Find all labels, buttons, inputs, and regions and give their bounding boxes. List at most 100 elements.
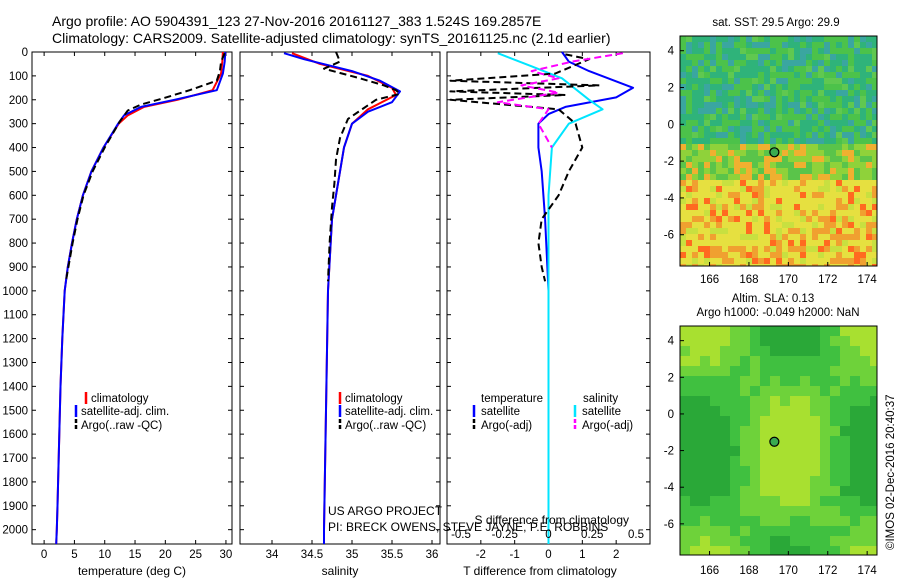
map-pixel xyxy=(722,240,728,246)
map-pixel xyxy=(728,36,734,42)
map-pixel xyxy=(722,174,728,180)
map-pixel xyxy=(740,436,750,446)
map-pixel xyxy=(782,198,788,204)
map-pixel xyxy=(794,252,800,258)
map-pixel xyxy=(836,102,842,108)
map-pixel xyxy=(782,234,788,240)
map-pixel xyxy=(716,96,722,102)
map-pixel xyxy=(790,326,800,336)
map-pixel xyxy=(686,192,692,198)
map-pixel xyxy=(728,246,734,252)
map-pixel xyxy=(760,396,770,406)
map-pixel xyxy=(782,138,788,144)
map-pixel xyxy=(818,198,824,204)
map-pixel xyxy=(698,264,704,266)
map-pixel xyxy=(872,174,877,180)
map-pixel xyxy=(752,198,758,204)
map-pixel xyxy=(790,446,800,456)
map-pixel xyxy=(806,144,812,150)
map-pixel xyxy=(870,346,877,356)
map-pixel xyxy=(680,252,686,258)
map-pixel xyxy=(750,446,760,456)
map-pixel xyxy=(680,366,690,376)
map-pixel xyxy=(782,120,788,126)
map-pixel xyxy=(800,66,806,72)
map-pixel xyxy=(704,102,710,108)
map-pixel xyxy=(758,84,764,90)
map-pixel xyxy=(830,180,836,186)
map-pixel xyxy=(794,60,800,66)
map-pixel xyxy=(710,138,716,144)
map-pixel xyxy=(824,84,830,90)
map-pixel xyxy=(800,138,806,144)
map-pixel xyxy=(836,54,842,60)
map-lon-label: 172 xyxy=(818,565,837,577)
map-pixel xyxy=(820,386,830,396)
map-pixel xyxy=(830,60,836,66)
series-line-argo xyxy=(323,51,401,282)
map-pixel xyxy=(818,72,824,78)
map-pixel xyxy=(870,496,877,506)
map-pixel xyxy=(776,180,782,186)
map-pixel xyxy=(720,326,730,336)
map-pixel xyxy=(790,376,800,386)
map-pixel xyxy=(692,60,698,66)
map-pixel xyxy=(812,258,818,264)
map-pixel xyxy=(698,36,704,42)
map-pixel xyxy=(776,228,782,234)
map-pixel xyxy=(812,42,818,48)
map-pixel xyxy=(788,144,794,150)
map-pixel xyxy=(806,84,812,90)
map-pixel xyxy=(800,228,806,234)
map-pixel xyxy=(824,108,830,114)
map-pixel xyxy=(812,144,818,150)
map-lat-label: -4 xyxy=(664,193,675,205)
map-pixel xyxy=(730,366,740,376)
map-pixel xyxy=(830,252,836,258)
map-pixel xyxy=(824,210,830,216)
map-pixel xyxy=(800,526,810,536)
map-pixel xyxy=(734,168,740,174)
map-pixel xyxy=(692,222,698,228)
map-pixel xyxy=(830,48,836,54)
map-pixel xyxy=(758,198,764,204)
map-pixel xyxy=(746,240,752,246)
map-pixel xyxy=(722,258,728,264)
map-pixel xyxy=(710,168,716,174)
map-pixel xyxy=(870,416,877,426)
map-pixel xyxy=(746,174,752,180)
map-pixel xyxy=(722,228,728,234)
map-pixel xyxy=(716,108,722,114)
map-pixel xyxy=(734,150,740,156)
map-pixel xyxy=(750,466,760,476)
map-pixel xyxy=(824,240,830,246)
map-pixel xyxy=(794,72,800,78)
map-pixel xyxy=(680,406,690,416)
map-pixel xyxy=(800,346,810,356)
map-pixel xyxy=(848,150,854,156)
map-pixel xyxy=(700,476,710,486)
map-pixel xyxy=(758,258,764,264)
map-pixel xyxy=(750,436,760,446)
map-pixel xyxy=(752,120,758,126)
map-pixel xyxy=(692,156,698,162)
map-pixel xyxy=(836,162,842,168)
map-pixel xyxy=(740,416,750,426)
x-tick-label: 1 xyxy=(579,549,585,561)
map-pixel xyxy=(758,186,764,192)
map-pixel xyxy=(740,186,746,192)
map-pixel xyxy=(818,54,824,60)
map-pixel xyxy=(842,216,848,222)
map-pixel xyxy=(734,252,740,258)
map-pixel xyxy=(764,198,770,204)
map-pixel xyxy=(734,48,740,54)
map-pixel xyxy=(728,216,734,222)
map-pixel xyxy=(782,102,788,108)
map-pixel xyxy=(710,506,720,516)
map-pixel xyxy=(794,192,800,198)
map-pixel xyxy=(704,132,710,138)
map-pixel xyxy=(760,536,770,546)
map-pixel xyxy=(782,150,788,156)
map-pixel xyxy=(716,258,722,264)
